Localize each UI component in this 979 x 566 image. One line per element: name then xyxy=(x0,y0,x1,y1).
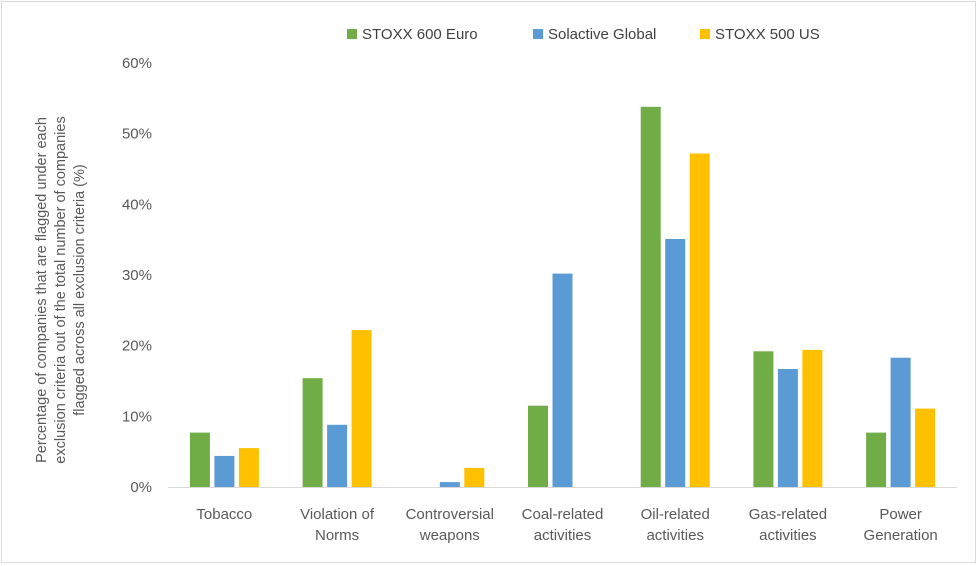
x-tick-label: Oil-related activities xyxy=(641,506,710,544)
bar xyxy=(214,455,235,487)
y-tick-label: 30% xyxy=(122,267,152,284)
bar xyxy=(528,405,548,487)
legend-label: STOXX 500 US xyxy=(715,26,820,43)
x-tick-label: Controversial weapons xyxy=(406,506,494,544)
bars xyxy=(189,106,936,488)
y-tick-label: 0% xyxy=(130,479,152,496)
x-tick-label: Gas-related activities xyxy=(749,506,827,544)
legend-label: STOXX 600 Euro xyxy=(362,26,478,43)
x-tick-label: Tobacco xyxy=(196,506,252,523)
bar xyxy=(802,349,823,487)
x-tick-label: Coal-related activities xyxy=(522,506,604,544)
y-tick-label: 10% xyxy=(122,408,152,425)
legend-swatch xyxy=(533,29,543,39)
bar xyxy=(665,239,686,487)
legend-swatch xyxy=(700,29,710,39)
y-tick-label: 40% xyxy=(122,196,152,213)
bar xyxy=(753,351,774,487)
x-tick-label: Violation of Norms xyxy=(300,506,375,544)
bar xyxy=(238,448,259,487)
bar xyxy=(552,273,573,487)
bar xyxy=(640,106,661,488)
bar xyxy=(439,482,460,487)
x-tick-label: Power Generation xyxy=(864,506,938,544)
legend-label: Solactive Global xyxy=(548,26,656,43)
bar xyxy=(302,378,323,487)
x-axis: Tobacco Violation of Norms Controversial wea… xyxy=(168,487,957,544)
bar xyxy=(464,467,485,487)
legend-swatch xyxy=(347,29,357,39)
y-axis-title: Percentage of companies that are flagged… xyxy=(34,116,88,463)
bar xyxy=(777,369,798,487)
bar xyxy=(866,432,887,487)
bar xyxy=(327,424,348,487)
legend: STOXX 600 Euro Solactive Global STOXX 500 … xyxy=(347,26,820,43)
y-tick-label: 50% xyxy=(122,126,152,143)
bar xyxy=(689,153,710,487)
bar xyxy=(915,408,936,487)
bar xyxy=(890,357,911,487)
y-axis: 0% 10% 20% 30% 40% 50% 60% xyxy=(122,55,152,496)
y-tick-label: 20% xyxy=(122,338,152,355)
bar xyxy=(189,432,210,487)
y-tick-label: 60% xyxy=(122,55,152,72)
bar xyxy=(351,330,372,487)
